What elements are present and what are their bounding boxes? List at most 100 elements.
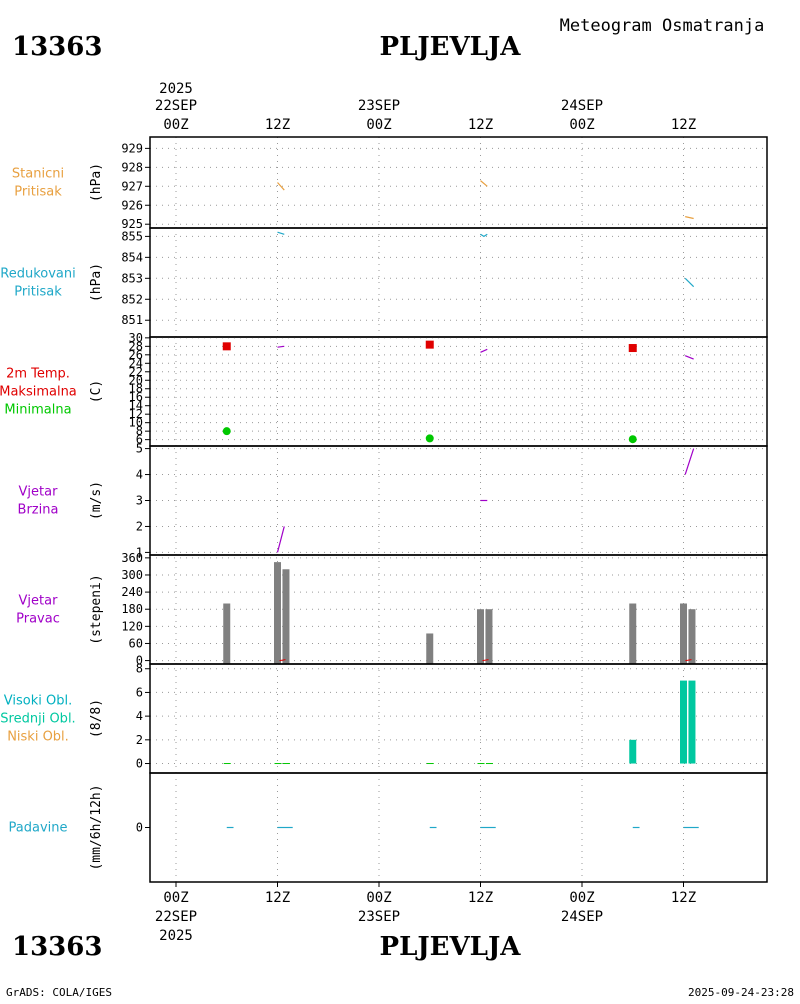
station-name-bottom: PLJEVLJA bbox=[380, 932, 522, 962]
bar bbox=[485, 609, 493, 664]
bar bbox=[282, 569, 290, 664]
bottom-date-label: 23SEP bbox=[358, 909, 400, 925]
unit-label: (C) bbox=[89, 380, 104, 403]
panels: 925926927928929(hPa)StanicniPritisak8518… bbox=[0, 136, 768, 883]
variable-label: 2m Temp. bbox=[6, 367, 70, 382]
variable-label: Niski Obl. bbox=[7, 730, 69, 745]
variable-label: Redukovani bbox=[0, 267, 75, 282]
series-line bbox=[277, 231, 285, 235]
top-hour-label: 00Z bbox=[569, 117, 594, 133]
bottom-date-label: 22SEP bbox=[155, 909, 197, 925]
series-line bbox=[684, 355, 694, 360]
meteogram-subtitle: Meteogram Osmatranja bbox=[560, 16, 765, 36]
y-tick-label: 3 bbox=[136, 494, 143, 508]
min-temp-marker bbox=[222, 427, 231, 436]
bar bbox=[629, 739, 637, 764]
bottom-year-label: 2025 bbox=[159, 928, 193, 944]
series-line bbox=[684, 448, 695, 475]
unit-label: (mm/6h/12h) bbox=[89, 784, 104, 870]
station-id-bottom: 13363 bbox=[12, 932, 102, 962]
series-line bbox=[276, 526, 285, 553]
y-tick-label: 0 bbox=[136, 821, 143, 835]
min-temp-marker bbox=[628, 435, 637, 444]
panel-2: 851 852 853 854 855 (hPa) Redukovani Pritisak bbox=[0, 227, 768, 338]
bar bbox=[274, 562, 281, 664]
y-tick-label: 855 bbox=[121, 229, 143, 243]
panel-frame bbox=[149, 772, 768, 883]
variable-label: Visoki Obl. bbox=[4, 694, 72, 709]
bottom-hour-label: 00Z bbox=[569, 890, 594, 906]
variable-label: Stanicni bbox=[12, 167, 64, 182]
bar bbox=[680, 603, 687, 664]
y-tick-label: 927 bbox=[121, 179, 143, 193]
y-tick-label: 1 bbox=[136, 545, 143, 559]
y-tick-label: 4 bbox=[136, 709, 143, 723]
y-tick-label: 14 bbox=[129, 399, 143, 413]
y-tick-label: 16 bbox=[129, 390, 143, 404]
series-line bbox=[480, 348, 488, 353]
variable-label: Vjetar bbox=[19, 594, 59, 609]
y-tick-label: 925 bbox=[121, 217, 143, 231]
variable-label: Pritisak bbox=[14, 185, 62, 200]
calm-mark bbox=[685, 659, 692, 662]
max-temp-marker bbox=[222, 342, 231, 351]
bar bbox=[688, 680, 696, 764]
bottom-hour-label: 12Z bbox=[671, 890, 696, 906]
y-tick-label: 120 bbox=[121, 619, 143, 633]
variable-label: Maksimalna bbox=[0, 385, 77, 400]
y-tick-label: 12 bbox=[129, 407, 143, 421]
y-tick-label: 2 bbox=[136, 519, 143, 533]
y-tick-label: 60 bbox=[129, 636, 143, 650]
top-date-label: 23SEP bbox=[358, 98, 400, 114]
bottom-hour-label: 00Z bbox=[366, 890, 391, 906]
unit-label: (stepeni) bbox=[89, 574, 104, 644]
top-hour-label: 00Z bbox=[366, 117, 391, 133]
y-tick-label: 851 bbox=[121, 313, 143, 327]
panel-5: 0 60 120 180 240 300 360 (stepeni) Vjetar Pravac bbox=[16, 551, 768, 668]
y-tick-label: 18 bbox=[129, 382, 143, 396]
panel-7: 0 (mm/6h/12h) Padavine bbox=[9, 772, 768, 883]
max-temp-marker bbox=[425, 340, 434, 349]
y-tick-label: 26 bbox=[129, 348, 143, 362]
top-hour-label: 12Z bbox=[265, 117, 290, 133]
y-tick-label: 928 bbox=[121, 160, 143, 174]
y-tick-label: 2 bbox=[136, 733, 143, 747]
station-id-top: 13363 bbox=[12, 32, 102, 62]
variable-label: Pritisak bbox=[14, 285, 62, 300]
variable-label: Vjetar bbox=[19, 485, 59, 500]
y-tick-label: 30 bbox=[129, 331, 143, 345]
bar bbox=[688, 609, 696, 664]
y-tick-label: 24 bbox=[129, 356, 143, 370]
y-tick-label: 300 bbox=[121, 568, 143, 582]
series-line bbox=[277, 182, 285, 191]
unit-label: (m/s) bbox=[89, 481, 104, 520]
top-hour-label: 12Z bbox=[671, 117, 696, 133]
variable-label: Brzina bbox=[18, 503, 59, 518]
variable-label: Padavine bbox=[9, 821, 68, 836]
y-tick-label: 0 bbox=[136, 654, 143, 668]
series-line bbox=[480, 233, 488, 238]
bar bbox=[426, 633, 434, 664]
series-line bbox=[684, 277, 695, 288]
variable-label: Pravac bbox=[16, 612, 60, 627]
bottom-date-label: 24SEP bbox=[561, 909, 603, 925]
grads-credit: GrADS: COLA/IGES bbox=[6, 986, 112, 999]
bottom-time-axis: 00Z 22SEP 12Z 00Z 23SEP 12Z 00Z 24SEP 12Z bbox=[155, 882, 696, 925]
series-line bbox=[277, 345, 285, 348]
station-name-top: PLJEVLJA bbox=[380, 32, 522, 62]
top-hour-label: 12Z bbox=[468, 117, 493, 133]
y-tick-label: 8 bbox=[136, 662, 143, 676]
y-tick-label: 28 bbox=[129, 339, 143, 353]
y-tick-label: 240 bbox=[121, 585, 143, 599]
top-date-label: 22SEP bbox=[155, 98, 197, 114]
y-tick-label: 20 bbox=[129, 373, 143, 387]
top-year-label: 2025 bbox=[159, 81, 193, 97]
y-tick-label: 180 bbox=[121, 602, 143, 616]
y-tick-label: 4 bbox=[136, 468, 143, 482]
bar bbox=[629, 603, 637, 664]
bottom-hour-label: 12Z bbox=[468, 890, 493, 906]
bar bbox=[223, 603, 231, 664]
max-temp-marker bbox=[628, 344, 637, 353]
unit-label: (hPa) bbox=[89, 263, 104, 302]
